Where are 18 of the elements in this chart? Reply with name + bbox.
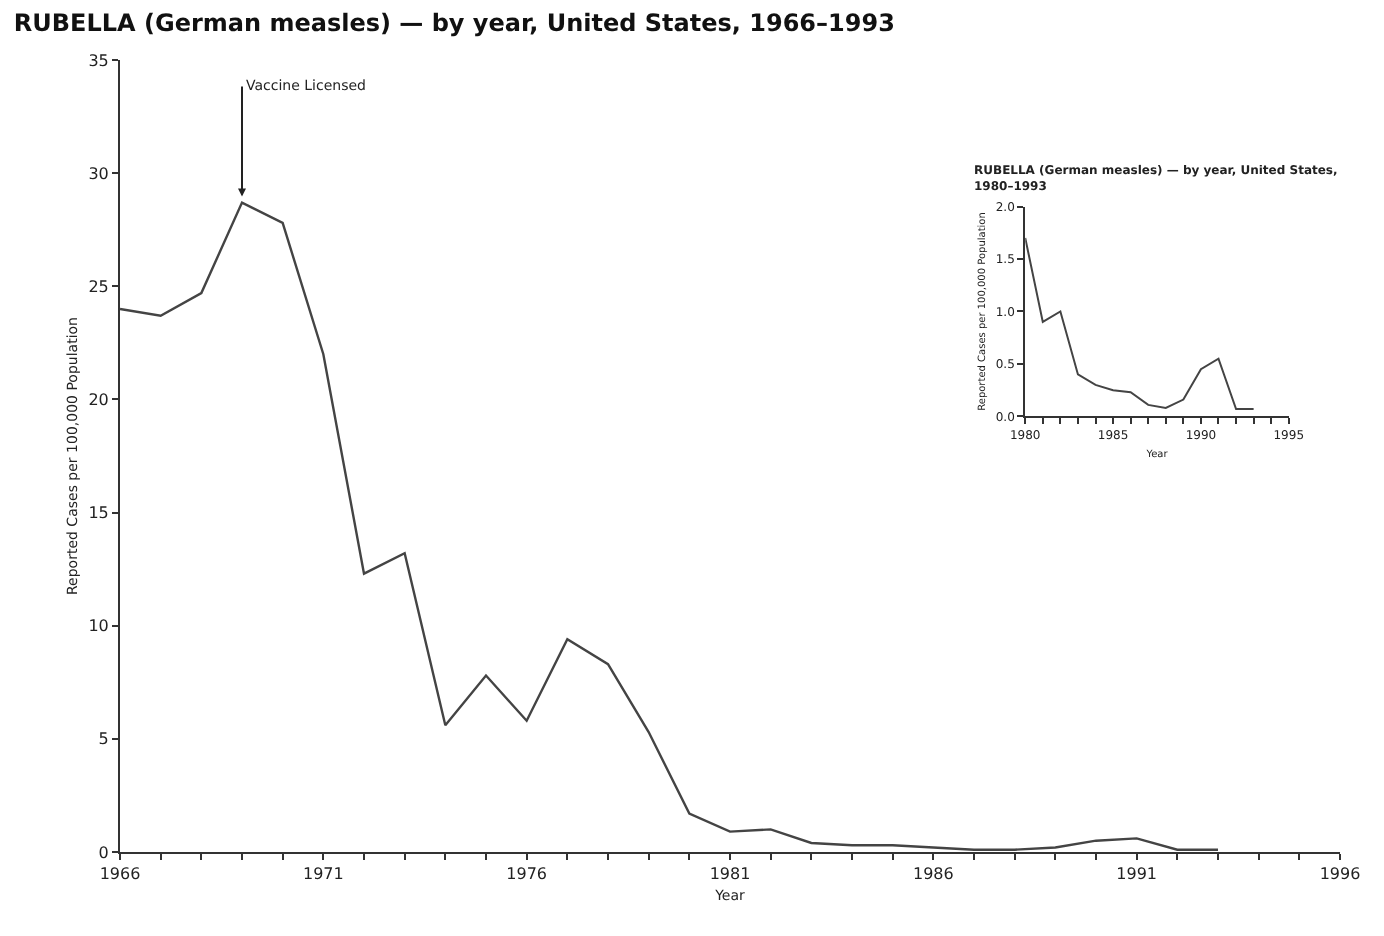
x-tick-label: 1986 <box>912 865 954 884</box>
line-series <box>120 201 1220 851</box>
x-tick-label: 1996 <box>1319 865 1361 884</box>
x-tick-label: 1971 <box>302 865 344 884</box>
y-tick-label: 15 <box>88 504 109 523</box>
x-tick-label: 1981 <box>709 865 751 884</box>
x-tick-label: 1966 <box>99 865 141 884</box>
y-tick-label: 30 <box>88 164 109 183</box>
y-tick-label: 25 <box>88 277 109 296</box>
y-tick-label: 5 <box>98 730 109 749</box>
chart-title: RUBELLA (German measles) — by year, United States, 1966–1993 <box>13 8 895 37</box>
y-tick-label: 10 <box>88 617 109 636</box>
line-series <box>1025 237 1255 411</box>
y-tick-label: 0 <box>98 843 109 862</box>
y-tick-label: 35 <box>88 51 109 70</box>
y-tick-label: 20 <box>88 391 109 410</box>
x-tick-label: 1991 <box>1116 865 1158 884</box>
x-tick-label: 1976 <box>506 865 548 884</box>
